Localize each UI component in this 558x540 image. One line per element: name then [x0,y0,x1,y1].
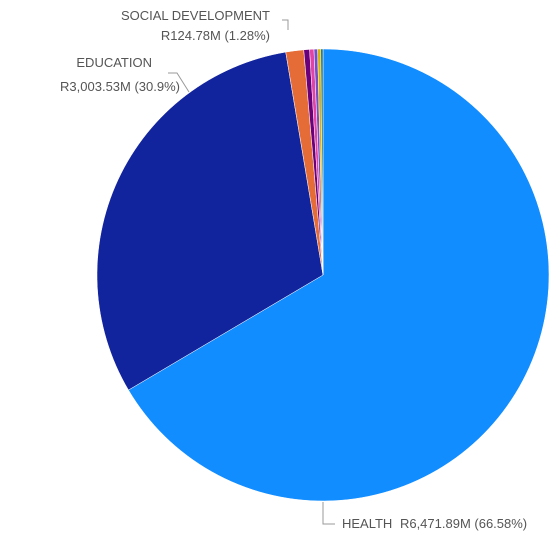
leader-line-education [168,72,190,93]
slice-label-social-development-value: R124.78M (1.28%) [161,28,270,43]
pie-slice-education[interactable] [96,51,324,391]
slice-label-health-name: HEALTH [342,516,392,531]
slice-label-education-name: EDUCATION [76,55,152,70]
slice-label-education-value: R3,003.53M (30.9%) [60,79,180,94]
pie-slices [96,48,550,502]
pie-slice-other-7[interactable] [320,48,324,276]
slice-label-health-value: R6,471.89M (66.58%) [400,516,527,531]
slice-label-social-development-name: SOCIAL DEVELOPMENT [121,8,270,23]
leader-line-health [322,502,335,525]
leader-line-social-development [282,19,289,30]
pie-slice-health[interactable] [128,48,550,502]
slice-label-health: HEALTH R6,471.89M (66.58%) [342,516,527,531]
